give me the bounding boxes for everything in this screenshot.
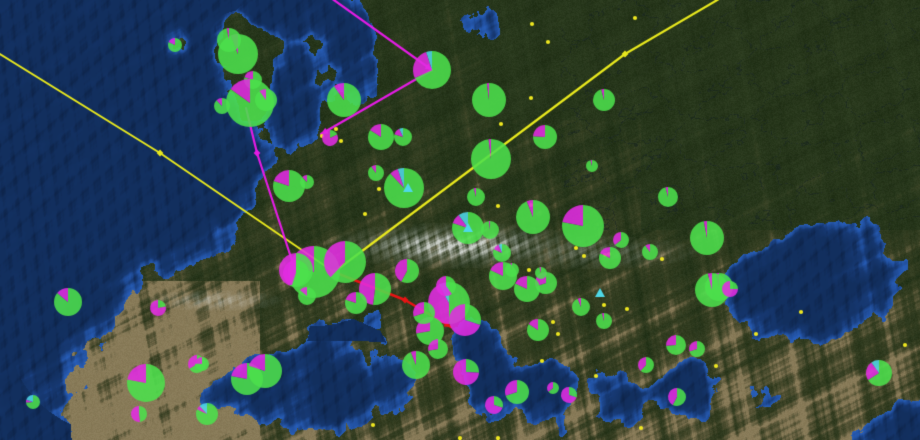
marker-overlay-layer[interactable]	[0, 0, 920, 440]
map-visualization[interactable]: Europe satellite basemap with proportion…	[0, 0, 920, 440]
